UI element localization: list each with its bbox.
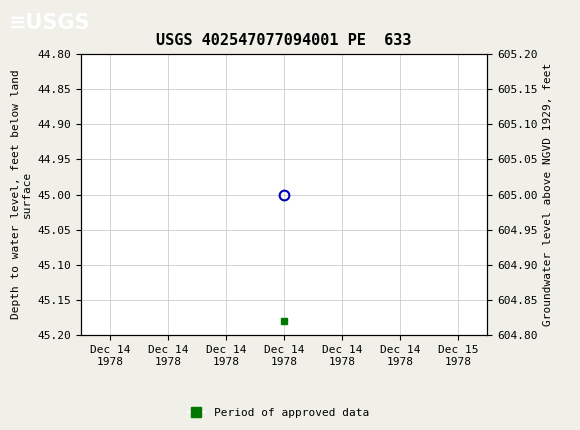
- Legend: Period of approved data: Period of approved data: [183, 403, 374, 422]
- Y-axis label: Depth to water level, feet below land
surface: Depth to water level, feet below land su…: [10, 70, 32, 319]
- Y-axis label: Groundwater level above NGVD 1929, feet: Groundwater level above NGVD 1929, feet: [543, 63, 553, 326]
- Text: ≡USGS: ≡USGS: [9, 12, 90, 33]
- Title: USGS 402547077094001 PE  633: USGS 402547077094001 PE 633: [157, 34, 412, 49]
